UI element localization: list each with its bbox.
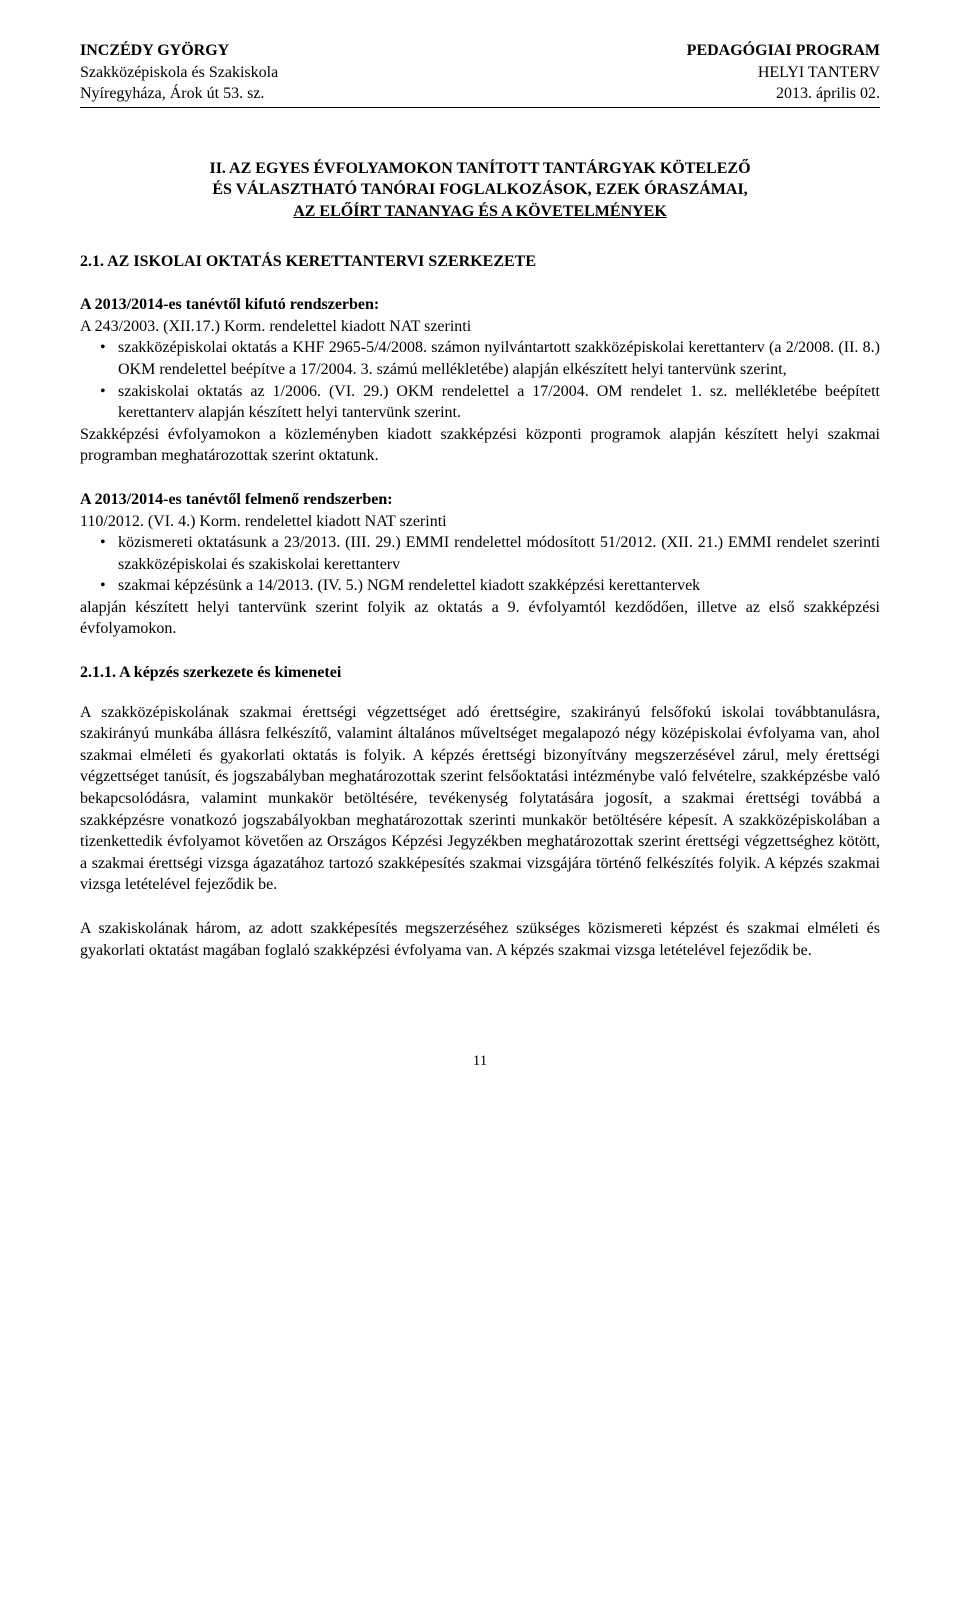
felmeno-heading: A 2013/2014-es tanévtől felmenő rendszer…	[80, 489, 880, 511]
kifuto-bullet-list: szakközépiskolai oktatás a KHF 2965-5/4/…	[80, 337, 880, 423]
header-right-line2: HELYI TANTERV	[687, 62, 880, 84]
list-item: szakmai képzésünk a 14/2013. (IV. 5.) NG…	[80, 575, 880, 597]
document-header: INCZÉDY GYÖRGY Szakközépiskola és Szakis…	[80, 40, 880, 108]
section-2-1-1-para2: A szakiskolának három, az adott szakképe…	[80, 918, 880, 961]
header-right-line3: 2013. április 02.	[687, 83, 880, 105]
main-title-line2: ÉS VÁLASZTHATÓ TANÓRAI FOGLALKOZÁSOK, EZ…	[80, 179, 880, 201]
kifuto-after-bullets: Szakképzési évfolyamokon a közleményben …	[80, 424, 880, 467]
kifuto-intro-line: A 243/2003. (XII.17.) Korm. rendelettel …	[80, 316, 880, 338]
main-title-line1: II. AZ EGYES ÉVFOLYAMOKON TANÍTOTT TANTÁ…	[80, 158, 880, 180]
felmeno-after-bullets: alapján készített helyi tantervünk szeri…	[80, 597, 880, 640]
header-left: INCZÉDY GYÖRGY Szakközépiskola és Szakis…	[80, 40, 278, 105]
section-2-1-heading: 2.1. AZ ISKOLAI OKTATÁS KERETTANTERVI SZ…	[80, 251, 880, 273]
header-right: PEDAGÓGIAI PROGRAM HELYI TANTERV 2013. á…	[687, 40, 880, 105]
header-left-line1: INCZÉDY GYÖRGY	[80, 40, 278, 62]
page-number: 11	[80, 1051, 880, 1071]
section-2-1-kifuto: A 2013/2014-es tanévtől kifutó rendszerb…	[80, 294, 880, 467]
header-left-line3: Nyíregyháza, Árok út 53. sz.	[80, 83, 278, 105]
list-item: közismereti oktatásunk a 23/2013. (III. …	[80, 532, 880, 575]
list-item: szakiskolai oktatás az 1/2006. (VI. 29.)…	[80, 381, 880, 424]
main-title: II. AZ EGYES ÉVFOLYAMOKON TANÍTOTT TANTÁ…	[80, 158, 880, 223]
section-felmeno: A 2013/2014-es tanévtől felmenő rendszer…	[80, 489, 880, 640]
section-2-1-1-heading: 2.1.1. A képzés szerkezete és kimenetei	[80, 662, 880, 684]
main-title-line3: AZ ELŐÍRT TANANYAG ÉS A KÖVETELMÉNYEK	[80, 201, 880, 223]
header-right-line1: PEDAGÓGIAI PROGRAM	[687, 40, 880, 62]
felmeno-intro-line: 110/2012. (VI. 4.) Korm. rendelettel kia…	[80, 511, 880, 533]
kifuto-intro-bold: A 2013/2014-es tanévtől kifutó rendszerb…	[80, 294, 880, 316]
header-left-line2: Szakközépiskola és Szakiskola	[80, 62, 278, 84]
felmeno-bullet-list: közismereti oktatásunk a 23/2013. (III. …	[80, 532, 880, 597]
section-2-1-1-para1: A szakközépiskolának szakmai érettségi v…	[80, 702, 880, 896]
list-item: szakközépiskolai oktatás a KHF 2965-5/4/…	[80, 337, 880, 380]
